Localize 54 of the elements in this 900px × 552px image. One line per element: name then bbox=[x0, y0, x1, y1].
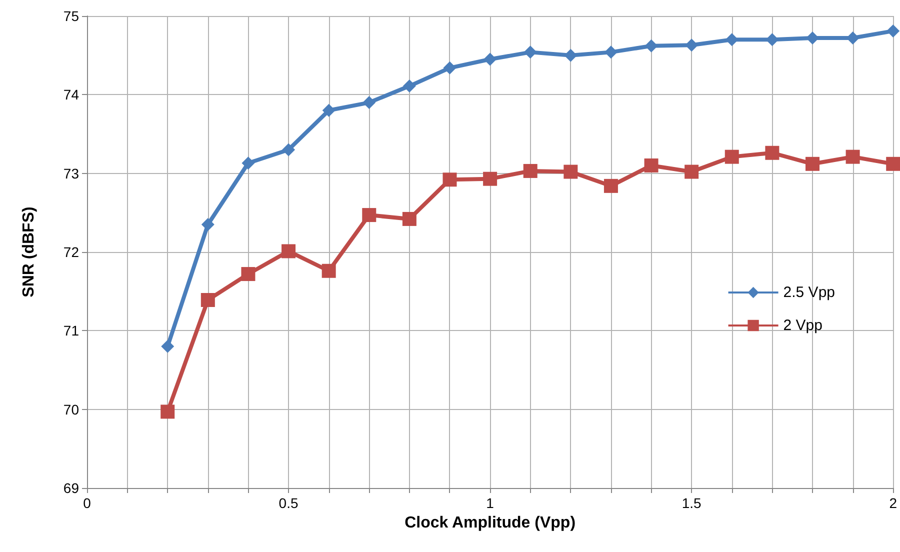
point bbox=[242, 156, 255, 170]
legend-label: 2 Vpp bbox=[783, 317, 822, 334]
point bbox=[766, 33, 779, 46]
y-tick-label: 73 bbox=[63, 165, 80, 182]
point bbox=[886, 156, 900, 171]
point bbox=[725, 33, 738, 46]
point bbox=[200, 292, 215, 307]
point bbox=[846, 150, 860, 164]
point bbox=[201, 218, 214, 231]
point bbox=[644, 39, 658, 52]
point bbox=[161, 340, 174, 353]
x-tick-label: 1 bbox=[486, 495, 494, 511]
point bbox=[604, 178, 618, 193]
point bbox=[484, 52, 497, 66]
point bbox=[362, 96, 376, 110]
y-tick-label: 72 bbox=[63, 244, 80, 260]
point bbox=[442, 172, 457, 187]
point bbox=[443, 61, 456, 74]
point bbox=[724, 150, 739, 164]
point bbox=[241, 267, 256, 282]
point bbox=[282, 244, 296, 258]
y-tick-label: 75 bbox=[63, 8, 80, 24]
y-tick-label: 74 bbox=[63, 86, 80, 103]
point bbox=[765, 146, 780, 160]
y-tick-label: 70 bbox=[63, 401, 80, 418]
point bbox=[322, 104, 336, 117]
point bbox=[282, 143, 296, 156]
point bbox=[806, 32, 819, 45]
x-tick-label: 1.5 bbox=[682, 495, 702, 511]
point bbox=[524, 46, 537, 59]
point bbox=[362, 208, 376, 222]
point bbox=[322, 264, 336, 278]
y-axis-title: SNR (dBFS) bbox=[20, 206, 38, 298]
x-tick-label: 2 bbox=[889, 495, 898, 511]
point bbox=[644, 158, 658, 172]
point bbox=[846, 32, 860, 45]
point bbox=[564, 164, 578, 179]
point bbox=[604, 46, 618, 59]
point bbox=[564, 48, 578, 62]
legend-label: 2.5 Vpp bbox=[783, 284, 836, 301]
x-axis-title: Clock Amplitude (Vpp) bbox=[404, 514, 576, 532]
y-tick-label: 71 bbox=[63, 322, 80, 339]
point bbox=[402, 212, 416, 226]
point bbox=[402, 80, 416, 93]
point bbox=[805, 156, 820, 171]
y-tick-label: 69 bbox=[63, 480, 80, 496]
x-tick-label: 0 bbox=[83, 495, 92, 511]
point bbox=[160, 404, 175, 419]
point bbox=[523, 164, 538, 178]
point bbox=[685, 38, 698, 52]
point bbox=[886, 24, 900, 38]
point bbox=[684, 164, 699, 179]
x-tick-label: 0.5 bbox=[278, 495, 298, 511]
point bbox=[483, 172, 498, 186]
